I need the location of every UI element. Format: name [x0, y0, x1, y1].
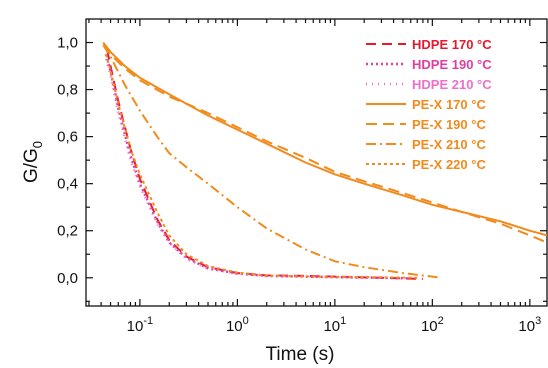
legend-label: PE-X 220 °C — [412, 157, 486, 172]
series-line-0 — [106, 49, 423, 280]
series-line-3 — [102, 41, 548, 237]
series-line-2 — [104, 58, 382, 280]
y-axis-title-subscript: 0 — [30, 141, 45, 148]
x-tick-label: 100 — [226, 315, 249, 335]
legend-label: HDPE 170 °C — [412, 37, 492, 52]
series-line-4 — [102, 44, 548, 244]
x-tick-label: 10-1 — [127, 315, 153, 335]
x-tick-base: 10 — [518, 318, 535, 335]
x-tick-exponent: 2 — [438, 315, 444, 327]
x-tick-exponent: 3 — [535, 315, 541, 327]
series-lines — [102, 41, 548, 280]
y-axis-title: G/G0 — [21, 141, 45, 183]
series-line-1 — [104, 53, 411, 280]
y-axis-ticks: 0,0 0,2 0,4 0,6 0,8 1,0 — [57, 35, 547, 302]
y-tick-label: 0,8 — [57, 82, 78, 99]
x-tick-exponent: 0 — [243, 315, 249, 327]
y-tick-label: 0,6 — [57, 129, 78, 146]
y-tick-label: 0,0 — [57, 270, 78, 287]
legend-label: PE-X 190 °C — [412, 117, 486, 132]
legend-label: HDPE 190 °C — [412, 57, 492, 72]
y-tick-label: 0,4 — [57, 176, 78, 193]
x-tick-exponent: -1 — [143, 315, 153, 327]
x-tick-base: 10 — [421, 318, 438, 335]
x-tick-base: 10 — [127, 318, 144, 335]
plot-frame — [85, 18, 548, 307]
x-tick-label: 103 — [518, 315, 541, 335]
legend-label: PE-X 210 °C — [412, 137, 486, 152]
y-tick-label: 0,2 — [57, 223, 78, 240]
legend-label: PE-X 170 °C — [412, 97, 486, 112]
x-tick-label: 102 — [421, 315, 444, 335]
x-tick-base: 10 — [226, 318, 243, 335]
x-tick-exponent: 1 — [340, 315, 346, 327]
legend: HDPE 170 °C HDPE 190 °C HDPE 210 °C PE-X 17… — [366, 37, 492, 172]
x-axis-ticks: 10-1 100 101 102 103 — [88, 19, 541, 335]
series-line-5 — [102, 44, 441, 279]
y-axis-title-main: G/G — [21, 148, 42, 183]
legend-label: HDPE 210 °C — [412, 77, 492, 92]
x-tick-base: 10 — [323, 318, 340, 335]
y-tick-label: 1,0 — [57, 35, 78, 52]
x-tick-label: 101 — [323, 315, 346, 335]
x-axis-title: Time (s) — [266, 344, 335, 365]
series-line-6 — [105, 54, 418, 279]
